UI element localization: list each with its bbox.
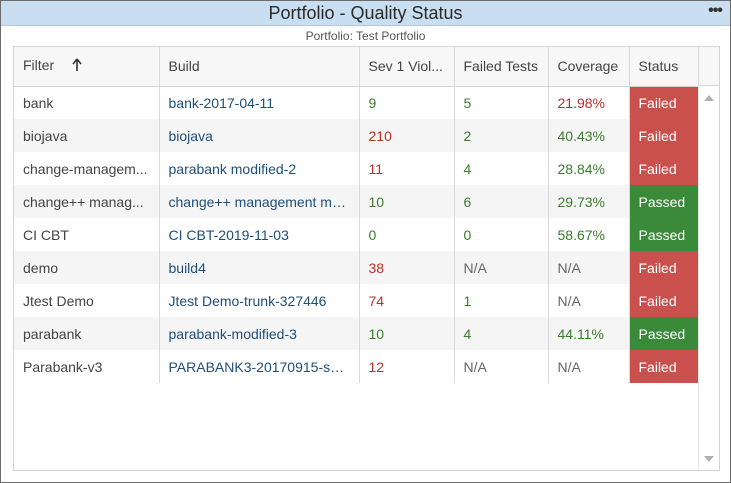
build-link[interactable]: parabank-modified-3 [159, 317, 360, 350]
status-badge: Passed [629, 317, 698, 350]
widget-title-bar: Portfolio - Quality Status ••• [1, 1, 730, 26]
filter-cell: parabank [14, 317, 160, 350]
table-row[interactable]: bank bank-2017-04-11 9 5 21.98% Failed [14, 86, 698, 119]
build-link[interactable]: build4 [159, 251, 360, 284]
filter-cell: Jtest Demo [14, 284, 160, 317]
table-row[interactable]: change++ manag... change++ management mo.… [14, 185, 698, 218]
filter-cell: bank [14, 86, 160, 119]
failed-tests-cell: 4 [454, 317, 549, 350]
sev1-violations-cell: 38 [359, 251, 455, 284]
status-badge: Failed [629, 119, 698, 152]
failed-tests-cell: 5 [454, 86, 549, 119]
coverage-cell: 29.73% [548, 185, 630, 218]
status-badge: Passed [629, 218, 698, 251]
column-header-failed-tests[interactable]: Failed Tests [454, 47, 549, 87]
sev1-violations-cell: 10 [359, 317, 455, 350]
failed-tests-cell: 0 [454, 218, 549, 251]
status-badge: Failed [629, 251, 698, 284]
failed-tests-cell: N/A [454, 251, 549, 284]
table-row[interactable]: parabank parabank-modified-3 10 4 44.11% Pass… [14, 317, 698, 350]
status-badge: Failed [629, 86, 698, 119]
scroll-down-arrow-icon[interactable] [704, 456, 714, 462]
widget-title: Portfolio - Quality Status [268, 3, 463, 23]
sev1-violations-cell: 0 [359, 218, 455, 251]
sev1-violations-cell: 12 [359, 350, 455, 383]
coverage-cell: 40.43% [548, 119, 630, 152]
coverage-cell: 21.98% [548, 86, 630, 119]
table-row[interactable]: Parabank-v3 PARABANK3-20170915-se... 12 N/A… [14, 350, 698, 383]
table-row[interactable]: CI CBT CI CBT-2019-11-03 0 0 58.67% Passed [14, 218, 698, 251]
column-header-build[interactable]: Build [159, 47, 360, 87]
coverage-cell: N/A [548, 251, 630, 284]
sev1-violations-cell: 74 [359, 284, 455, 317]
table-row[interactable]: change-managem... parabank modified-2 11 4 2… [14, 152, 698, 185]
status-badge: Failed [629, 152, 698, 185]
build-link[interactable]: bank-2017-04-11 [159, 86, 360, 119]
coverage-cell: 58.67% [548, 218, 630, 251]
coverage-cell: 28.84% [548, 152, 630, 185]
coverage-cell: N/A [548, 350, 630, 383]
sev1-violations-cell: 10 [359, 185, 455, 218]
sev1-violations-cell: 9 [359, 86, 455, 119]
failed-tests-cell: 4 [454, 152, 549, 185]
build-link[interactable]: biojava [159, 119, 360, 152]
quality-status-grid: Filter Build Sev 1 Viol... Failed Tests … [13, 46, 720, 471]
column-header-filter[interactable]: Filter [14, 47, 160, 87]
table-row[interactable]: demo build4 38 N/A N/A Failed [14, 251, 698, 284]
build-link[interactable]: parabank modified-2 [159, 152, 360, 185]
column-header-status[interactable]: Status [629, 47, 698, 87]
failed-tests-cell: 1 [454, 284, 549, 317]
failed-tests-cell: 2 [454, 119, 549, 152]
more-dots-icon[interactable]: ••• [708, 2, 723, 19]
scroll-up-arrow-icon[interactable] [704, 95, 714, 101]
sort-ascending-icon[interactable] [72, 58, 82, 75]
vertical-scrollbar[interactable] [698, 86, 719, 470]
filter-cell: demo [14, 251, 160, 284]
coverage-cell: 44.11% [548, 317, 630, 350]
column-header-label: Filter [23, 57, 55, 74]
filter-cell: CI CBT [14, 218, 160, 251]
column-header-coverage[interactable]: Coverage [548, 47, 630, 87]
build-link[interactable]: Jtest Demo-trunk-327446 [159, 284, 360, 317]
build-link[interactable]: CI CBT-2019-11-03 [159, 218, 360, 251]
failed-tests-cell: N/A [454, 350, 549, 383]
build-link[interactable]: PARABANK3-20170915-se... [159, 350, 360, 383]
header-scroll-filler [698, 47, 719, 86]
portfolio-subtitle: Portfolio: Test Portfolio [305, 29, 426, 43]
status-badge: Failed [629, 350, 698, 383]
coverage-cell: N/A [548, 284, 630, 317]
table-row[interactable]: biojava biojava 210 2 40.43% Failed [14, 119, 698, 152]
sev1-violations-cell: 210 [359, 119, 455, 152]
filter-cell: change++ manag... [14, 185, 160, 218]
filter-cell: biojava [14, 119, 160, 152]
quality-status-table: Filter Build Sev 1 Viol... Failed Tests … [14, 47, 698, 383]
table-header-row: Filter Build Sev 1 Viol... Failed Tests … [14, 47, 698, 87]
filter-cell: change-managem... [14, 152, 160, 185]
failed-tests-cell: 6 [454, 185, 549, 218]
status-badge: Failed [629, 284, 698, 317]
build-link[interactable]: change++ management mo... [159, 185, 360, 218]
sev1-violations-cell: 11 [359, 152, 455, 185]
status-badge: Passed [629, 185, 698, 218]
table-row[interactable]: Jtest Demo Jtest Demo-trunk-327446 74 1 N/A F… [14, 284, 698, 317]
filter-cell: Parabank-v3 [14, 350, 160, 383]
column-header-sev1[interactable]: Sev 1 Viol... [359, 47, 455, 87]
